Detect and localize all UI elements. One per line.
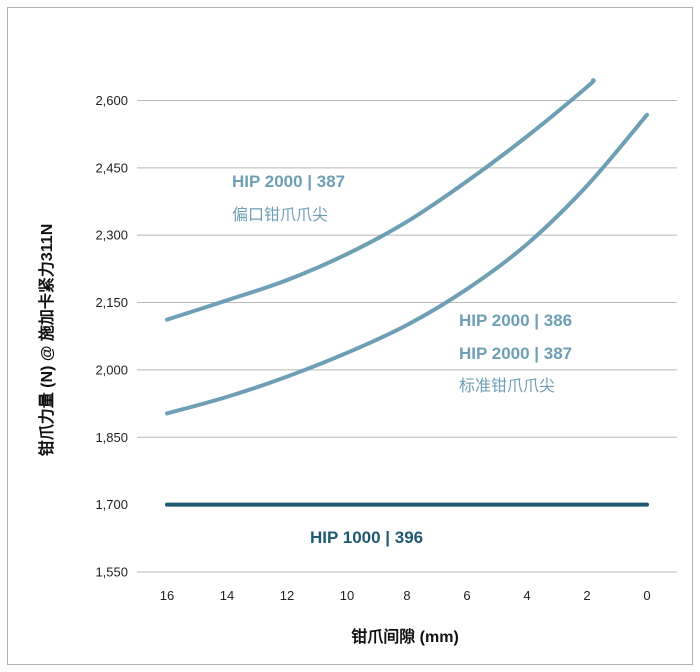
- x-tick-label: 6: [463, 588, 470, 603]
- x-tick-label: 14: [220, 588, 234, 603]
- standard-jaw-type-label: 标准钳爪爪尖: [459, 376, 555, 395]
- y-tick-label: 1,850: [95, 430, 128, 445]
- x-tick-label: 2: [583, 588, 590, 603]
- standard-jaw-model-label-386: HIP 2000 | 386: [459, 311, 572, 330]
- offset-jaw-type-label: 偏口钳爪爪尖: [232, 205, 328, 224]
- gridlines: [137, 99, 677, 573]
- x-axis-ticks: 16 14 12 10 8 6 4 2 0: [160, 588, 651, 603]
- series-line-offset-jaw: [165, 78, 596, 322]
- standard-jaw-model-label-387: HIP 2000 | 387: [459, 344, 572, 363]
- x-tick-label: 4: [523, 588, 530, 603]
- y-tick-label: 2,450: [95, 160, 128, 175]
- y-tick-label: 2,000: [95, 362, 128, 377]
- x-axis-title: 钳爪间隙 (mm): [351, 627, 459, 646]
- y-tick-label: 1,700: [95, 497, 128, 512]
- y-tick-label: 2,300: [95, 228, 128, 243]
- x-tick-label: 8: [403, 588, 410, 603]
- series-lines: [165, 78, 649, 507]
- x-tick-label: 12: [280, 588, 294, 603]
- y-axis-ticks: 1,550 1,700 1,850 2,000 2,150 2,300 2,450 2,600: [95, 93, 128, 580]
- hip1000-label: HIP 1000 | 396: [310, 528, 423, 547]
- y-tick-label: 2,150: [95, 295, 128, 310]
- x-tick-label: 0: [643, 588, 650, 603]
- y-tick-label: 2,600: [95, 93, 128, 108]
- x-tick-label: 10: [340, 588, 354, 603]
- y-tick-label: 1,550: [95, 565, 128, 580]
- series-line-standard-jaw: [165, 112, 649, 416]
- offset-jaw-model-label: HIP 2000 | 387: [232, 172, 345, 191]
- y-axis-title: 钳爪力量 (N) @ 施加卡紧力311N: [37, 224, 56, 457]
- x-tick-label: 16: [160, 588, 174, 603]
- chart-frame: [7, 7, 693, 665]
